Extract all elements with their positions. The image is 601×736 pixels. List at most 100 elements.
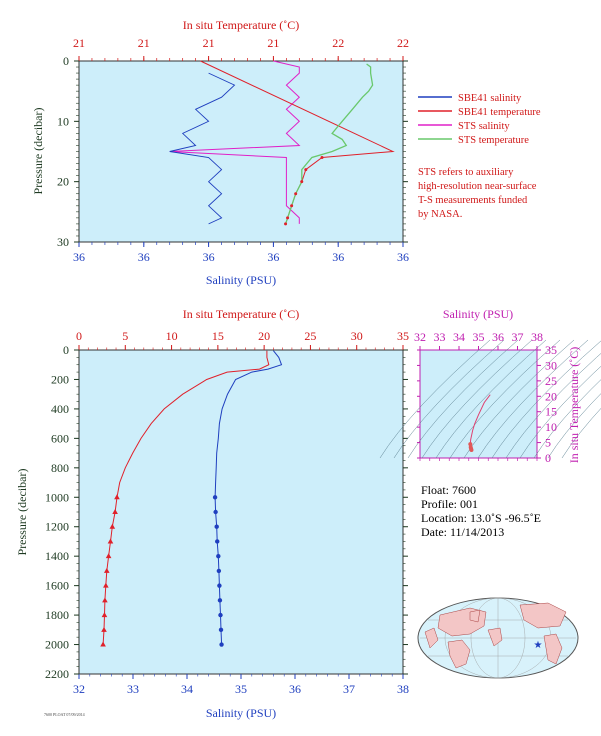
temperature-point: [101, 612, 108, 618]
density-contour: [407, 339, 519, 459]
y-tick-label: 10: [57, 114, 69, 128]
float-location-marker: ★: [534, 640, 543, 651]
temperature-point: [101, 626, 107, 632]
top-chart-legend: SBE41 salinity SBE41 temperature STS salin…: [418, 93, 541, 146]
y-tick-label: 1200: [45, 520, 69, 534]
ts-top-tick-label: 38: [531, 330, 543, 344]
top-chart-note: STS refers to auxiliary high-resolution …: [418, 167, 537, 220]
salinity-point: [219, 642, 224, 647]
bottom-tick-label: 36: [73, 250, 85, 264]
y-tick-label: 0: [63, 343, 69, 357]
y-tick-label: 800: [51, 461, 69, 475]
density-contour: [393, 339, 505, 459]
ts-right-tick-label: 30: [545, 358, 557, 372]
ts-chart-top-axis-label: Salinity (PSU): [443, 307, 513, 321]
density-contour: [421, 339, 533, 459]
main-chart-bottom-ticks: 32 33 34 35 36 37 38: [73, 674, 409, 696]
salinity-line: [214, 350, 283, 645]
top-chart-y-axis-label: Pressure (decibar): [31, 108, 45, 195]
world-map: ★: [417, 597, 579, 679]
density-contour: [435, 339, 547, 459]
top-chart-series: [169, 60, 395, 226]
temperature-point: [109, 523, 116, 529]
main-chart-plot-area: [78, 349, 404, 675]
bottom-tick-label: 36: [332, 250, 344, 264]
top-tick-label: 21: [267, 36, 279, 50]
ts-right-tick-label: 0: [545, 451, 551, 465]
main-chart-series: [100, 350, 283, 647]
temperature-point: [105, 553, 112, 559]
salinity-point: [212, 495, 218, 500]
top-chart-top-axis-label: In situ Temperature (˚C): [183, 18, 300, 32]
ts-point: [469, 447, 474, 452]
y-tick-label: 400: [51, 402, 69, 416]
density-contour: [491, 340, 601, 459]
sts-salinity-line: [169, 60, 301, 224]
ts-top-tick-label: 36: [492, 330, 504, 344]
salinity-point: [218, 627, 224, 633]
ts-top-tick-label: 32: [414, 330, 426, 344]
y-tick-label: 0: [63, 54, 69, 68]
ts-point: [468, 442, 473, 447]
temperature-point: [114, 494, 120, 500]
temperature-point: [103, 582, 109, 588]
ts-right-tick-label: 5: [545, 436, 551, 450]
bottom-tick-label: 36: [289, 682, 301, 696]
sbe41-temperature-point: [286, 216, 290, 220]
sbe41-temperature-point: [320, 156, 324, 160]
y-tick-label: 1600: [45, 579, 69, 593]
sbe41-temperature-point: [284, 222, 288, 226]
top-tick-label: 25: [304, 329, 316, 343]
note-line-3: T-S measurements funded: [418, 195, 528, 206]
top-tick-label: 0: [76, 329, 82, 343]
legend-label: SBE41 temperature: [458, 107, 541, 118]
top-tick-label: 15: [212, 329, 224, 343]
temperature-line: [102, 350, 270, 645]
ts-right-tick-label: 20: [545, 389, 557, 403]
top-tick-label: 21: [138, 36, 150, 50]
top-tick-label: 5: [122, 329, 128, 343]
y-tick-label: 2000: [45, 638, 69, 652]
density-contour: [547, 393, 601, 459]
main-chart-top-axis-label: In situ Temperature (˚C): [183, 307, 300, 321]
ts-top-tick-label: 35: [473, 330, 485, 344]
density-contour: [477, 339, 589, 459]
main-chart-y-axis-label: Pressure (decibar): [15, 469, 29, 556]
info-date: Date: 11/14/2013: [421, 525, 504, 539]
top-tick-label: 22: [397, 36, 409, 50]
ts-top-tick-label: 34: [453, 330, 465, 344]
y-tick-label: 30: [57, 235, 69, 249]
bottom-tick-label: 36: [203, 250, 215, 264]
ts-chart-series: [468, 394, 491, 452]
bottom-tick-label: 36: [397, 250, 409, 264]
density-contour: [505, 353, 601, 459]
top-chart-plot-area: [78, 60, 404, 243]
top-chart: In situ Temperature (˚C) Salinity (PSU) …: [31, 18, 541, 287]
footer-id: 7600 PLOAT 07/09/2014: [44, 712, 85, 717]
density-contour: [379, 339, 491, 459]
salinity-point: [217, 598, 223, 603]
top-chart-bottom-ticks: 36 36 36 36 36 36: [73, 242, 409, 264]
salinity-point: [218, 612, 223, 618]
top-chart-bottom-axis-label: Salinity (PSU): [206, 273, 276, 287]
temperature-point: [102, 597, 108, 603]
density-contour: [533, 379, 601, 459]
bottom-tick-label: 37: [343, 682, 355, 696]
temperature-point: [107, 538, 114, 544]
y-tick-label: 600: [51, 431, 69, 445]
bottom-tick-label: 36: [267, 250, 279, 264]
main-chart: In situ Temperature (˚C) Salinity (PSU) …: [15, 307, 409, 720]
sbe41-salinity-line: [169, 72, 236, 225]
main-chart-y-ticks: 0 200 400 600 800 1000 1200 1400 1600 1800 2000 220…: [45, 343, 408, 681]
ts-chart: Salinity (PSU) In situ Temperature (˚C) …: [379, 307, 601, 465]
ts-top-tick-label: 33: [434, 330, 446, 344]
sbe41-temperature-point: [300, 180, 304, 184]
y-tick-label: 1800: [45, 608, 69, 622]
map-land: [424, 602, 567, 669]
top-tick-label: 20: [258, 329, 270, 343]
ts-right-tick-label: 10: [545, 420, 557, 434]
top-tick-label: 21: [203, 36, 215, 50]
salinity-point: [214, 524, 219, 529]
